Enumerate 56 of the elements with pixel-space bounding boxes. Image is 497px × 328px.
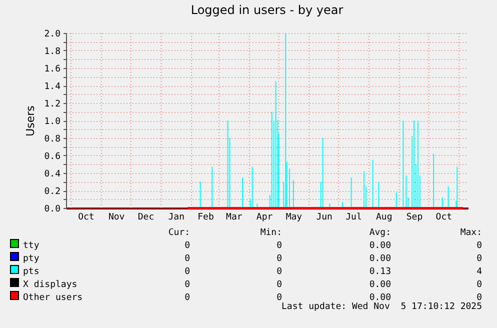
y-tick-label: 0.0 — [44, 204, 60, 214]
x-tick-label: Jan — [168, 212, 184, 222]
x-tick-label: Oct — [78, 212, 94, 222]
x-tick-label: Jul — [346, 212, 362, 222]
y-tick-label: 2.0 — [44, 30, 60, 40]
text: Min: — [259, 227, 282, 239]
text: Max: — [459, 227, 482, 239]
legend-label: tty — [22, 240, 40, 252]
text: 0 — [276, 266, 282, 278]
legend-label: pts — [22, 266, 40, 278]
text: 0.00 — [368, 278, 391, 291]
text: 0 — [276, 292, 282, 304]
x-tick-label: May — [286, 212, 303, 222]
y-tick-label: 1.0 — [44, 117, 60, 127]
x-tick-label: Oct — [436, 212, 452, 222]
legend-label: Other users — [22, 292, 84, 304]
x-tick-label: Nov — [108, 212, 125, 222]
text: 0 — [184, 278, 190, 291]
text: 0 — [184, 252, 190, 265]
y-tick-label: 1.4 — [44, 82, 60, 92]
text: 0 — [476, 278, 482, 291]
y-axis-title: Users — [24, 105, 38, 136]
text: 0 — [276, 278, 282, 291]
legend-label: X displays — [22, 279, 78, 291]
x-tick-label: Jun — [316, 212, 332, 222]
text: 0.00 — [368, 240, 391, 252]
y-tick-label: 0.8 — [44, 134, 60, 144]
text: 0 — [476, 292, 482, 302]
y-tick-label: 0.4 — [44, 170, 60, 180]
x-tick-label: Mar — [226, 212, 243, 222]
chart-title: Logged in users - by year — [190, 3, 344, 17]
text: 0.13 — [368, 266, 391, 278]
y-tick-label: 1.2 — [44, 100, 60, 110]
x-tick-label: Dec — [138, 212, 154, 222]
x-tick-label: Sep — [406, 212, 423, 222]
x-tick-label: Aug — [376, 212, 392, 222]
text: 0 — [184, 266, 190, 278]
text: 0 — [476, 252, 482, 265]
text: 0.00 — [368, 252, 391, 265]
text: 0.00 — [368, 292, 391, 302]
text: 0 — [276, 240, 282, 252]
text: Last update: Wed Nov 5 17:10:12 2025 — [282, 302, 482, 312]
legend-label: pty — [22, 253, 40, 265]
y-tick-label: 1.6 — [44, 64, 60, 74]
text: Avg: — [368, 227, 391, 239]
text: 0 — [184, 292, 190, 304]
y-tick-label: 0.6 — [44, 152, 60, 162]
text: 4 — [476, 266, 482, 278]
text: 0 — [476, 240, 482, 252]
text: Cur: — [167, 227, 190, 239]
x-tick-label: Feb — [198, 212, 214, 222]
y-tick-label: 1.8 — [44, 47, 60, 57]
text: 0 — [276, 252, 282, 265]
x-tick-label: Apr — [256, 212, 274, 222]
y-tick-label: 0.2 — [44, 187, 60, 197]
text: 0 — [184, 240, 190, 252]
